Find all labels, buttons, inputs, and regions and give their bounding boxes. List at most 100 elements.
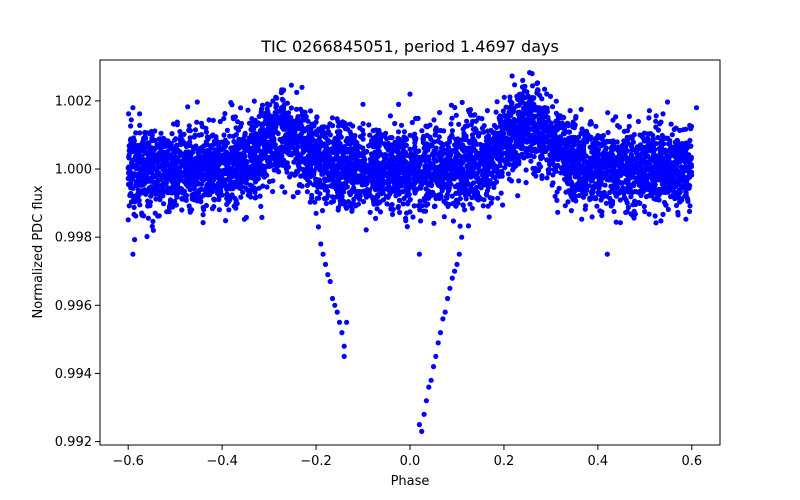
data-point bbox=[186, 127, 192, 133]
data-point bbox=[570, 119, 576, 125]
data-point bbox=[553, 98, 559, 104]
data-point bbox=[321, 157, 327, 163]
data-point bbox=[366, 122, 372, 128]
data-point bbox=[137, 176, 143, 182]
data-point bbox=[386, 173, 392, 179]
data-point bbox=[440, 150, 446, 156]
data-point bbox=[224, 177, 230, 183]
data-point bbox=[553, 153, 560, 159]
data-point bbox=[457, 223, 463, 229]
data-point bbox=[205, 136, 211, 142]
data-point bbox=[453, 148, 459, 154]
data-point bbox=[431, 117, 437, 123]
data-point bbox=[550, 172, 556, 178]
data-point bbox=[659, 181, 666, 187]
data-point bbox=[500, 202, 506, 208]
data-point bbox=[484, 188, 490, 194]
data-point bbox=[588, 134, 594, 140]
data-point bbox=[377, 136, 384, 143]
data-point bbox=[288, 82, 294, 88]
data-point bbox=[444, 191, 451, 197]
data-point bbox=[498, 116, 504, 122]
data-point bbox=[224, 186, 230, 192]
data-point bbox=[568, 208, 575, 214]
data-point bbox=[612, 182, 619, 188]
data-point bbox=[623, 138, 629, 144]
data-point bbox=[448, 121, 454, 127]
data-point bbox=[484, 108, 490, 114]
data-point bbox=[128, 123, 134, 129]
data-point bbox=[125, 217, 131, 223]
data-point bbox=[150, 227, 156, 233]
data-point bbox=[276, 108, 283, 114]
data-point bbox=[274, 95, 280, 101]
data-point bbox=[141, 167, 147, 173]
data-point bbox=[665, 135, 671, 141]
data-point bbox=[230, 155, 236, 161]
data-point bbox=[419, 128, 425, 134]
data-point bbox=[650, 138, 656, 145]
data-point bbox=[473, 175, 479, 181]
data-point bbox=[647, 143, 653, 149]
data-point bbox=[388, 167, 394, 174]
data-point bbox=[273, 104, 279, 110]
data-point bbox=[133, 130, 139, 136]
data-point bbox=[307, 155, 313, 161]
data-point bbox=[628, 134, 634, 140]
data-point bbox=[653, 118, 659, 124]
data-point bbox=[327, 139, 333, 145]
data-point bbox=[398, 122, 405, 128]
data-point bbox=[550, 104, 556, 110]
data-point bbox=[538, 148, 544, 154]
data-point bbox=[166, 208, 172, 215]
data-point bbox=[554, 122, 560, 128]
data-point bbox=[209, 206, 216, 212]
data-point bbox=[271, 167, 277, 173]
data-point bbox=[304, 189, 310, 195]
data-point bbox=[230, 133, 236, 139]
data-point bbox=[533, 113, 539, 119]
data-point bbox=[198, 120, 204, 126]
data-point bbox=[595, 141, 601, 147]
data-point bbox=[501, 130, 507, 136]
data-point bbox=[615, 123, 621, 129]
data-point bbox=[144, 233, 150, 240]
data-point bbox=[528, 158, 534, 164]
data-point bbox=[493, 109, 499, 115]
data-point bbox=[279, 184, 285, 190]
data-point bbox=[554, 189, 560, 195]
data-point bbox=[582, 206, 588, 212]
data-point bbox=[288, 105, 294, 111]
data-point bbox=[658, 142, 664, 148]
data-point bbox=[614, 175, 621, 181]
data-point bbox=[638, 192, 644, 198]
data-point bbox=[238, 105, 244, 111]
data-point bbox=[400, 189, 406, 195]
data-point bbox=[474, 184, 480, 190]
data-point bbox=[609, 144, 615, 150]
data-point bbox=[355, 201, 361, 207]
data-point bbox=[150, 218, 156, 224]
data-point bbox=[450, 218, 456, 224]
data-point bbox=[423, 202, 429, 208]
data-point bbox=[624, 200, 630, 206]
data-point bbox=[384, 136, 390, 142]
data-point bbox=[264, 156, 270, 162]
data-point bbox=[546, 170, 552, 176]
data-point bbox=[308, 126, 314, 132]
data-point bbox=[267, 102, 273, 108]
data-point bbox=[268, 124, 274, 130]
data-point bbox=[537, 105, 543, 111]
data-point bbox=[497, 162, 503, 168]
data-point bbox=[631, 208, 637, 214]
data-point bbox=[252, 118, 258, 124]
data-point bbox=[252, 186, 259, 192]
data-point bbox=[451, 176, 457, 182]
data-point bbox=[233, 168, 239, 174]
data-point bbox=[643, 194, 650, 200]
data-point bbox=[323, 130, 329, 136]
data-point bbox=[605, 110, 611, 116]
data-point bbox=[205, 191, 211, 197]
data-point bbox=[125, 181, 132, 187]
data-point bbox=[162, 171, 169, 177]
